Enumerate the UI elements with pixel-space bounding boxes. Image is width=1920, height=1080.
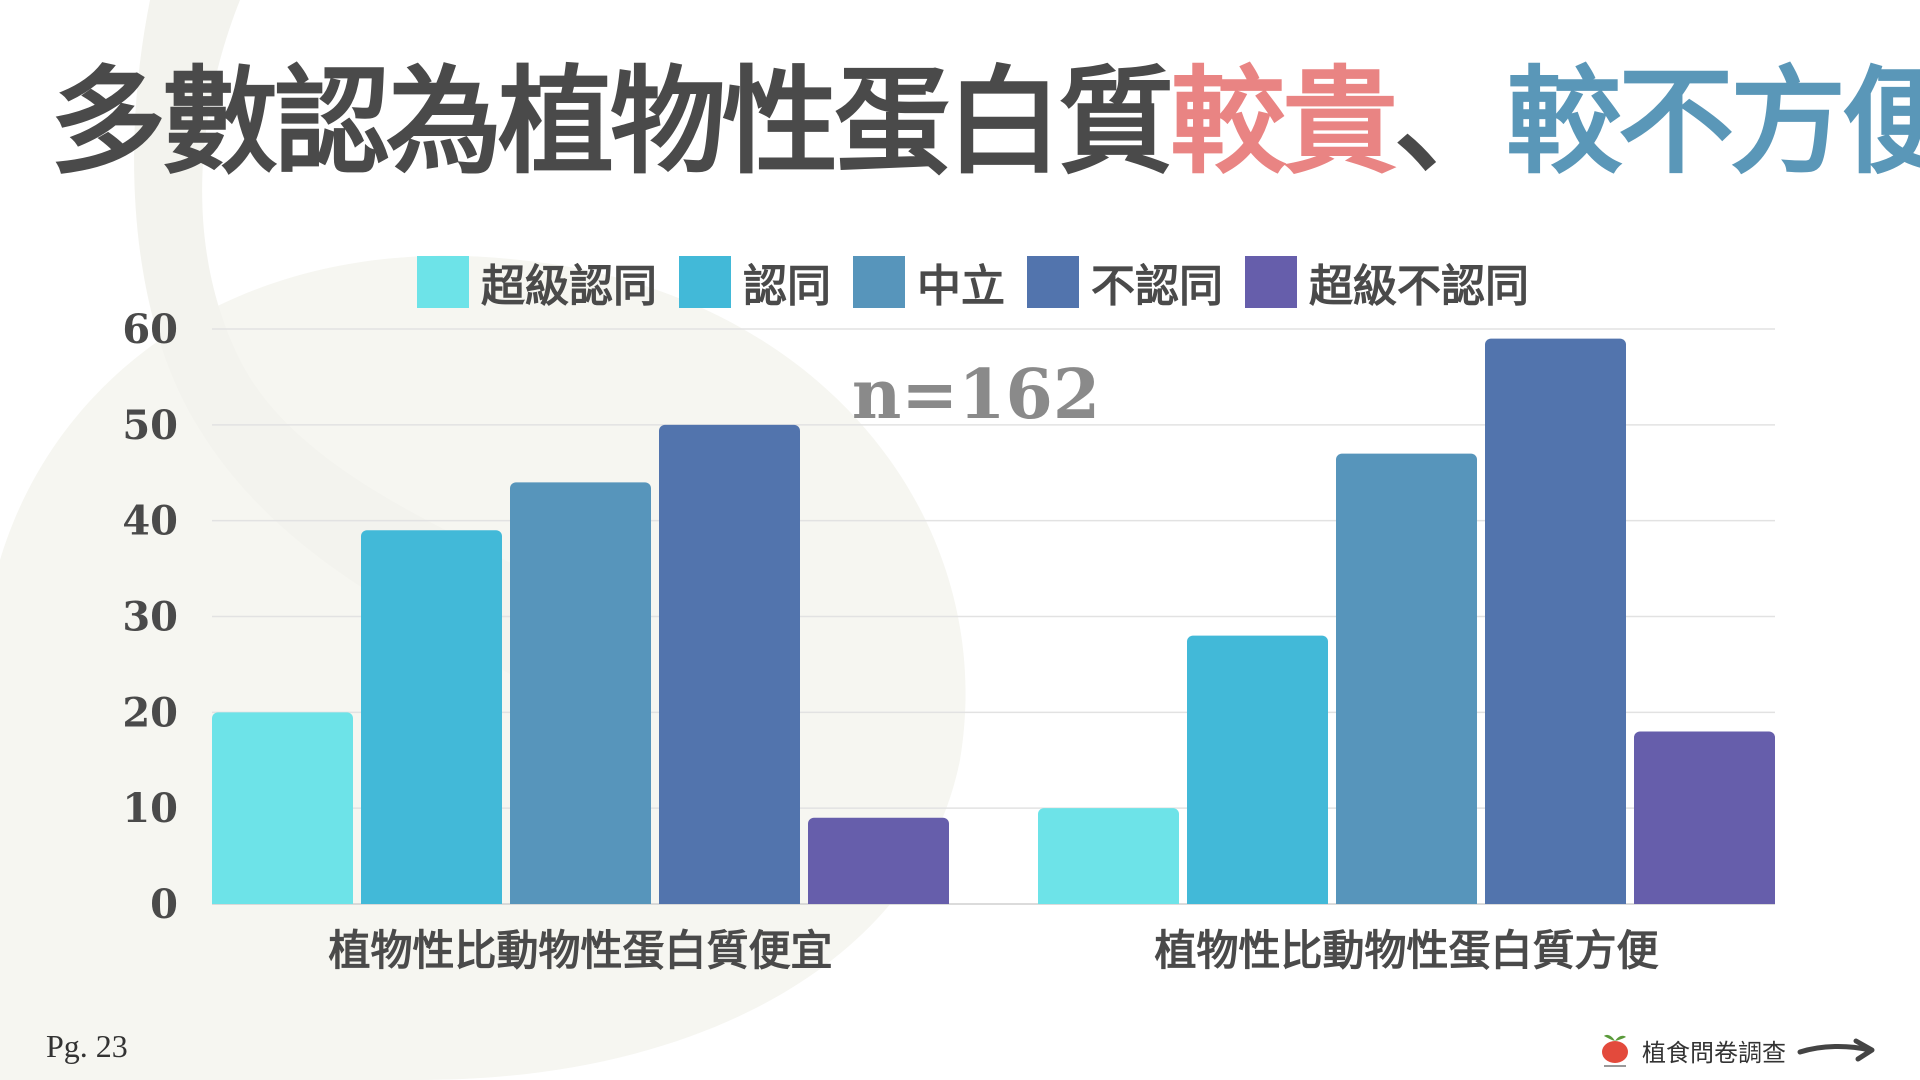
- sample-size-annotation: n=162: [852, 355, 1100, 435]
- bar-base: [212, 896, 353, 904]
- y-tick-label: 30: [122, 594, 178, 641]
- legend-item: 認同: [679, 250, 831, 314]
- bar-base: [1336, 896, 1477, 904]
- bar: [1485, 338, 1626, 904]
- slide-title: 多數認為植物性蛋白質較貴、較不方便: [50, 52, 1920, 192]
- legend-label: 超級認同: [481, 261, 657, 312]
- footer-brand-label: 植食問卷調查: [1642, 1038, 1786, 1067]
- bar: [212, 712, 353, 904]
- legend-label: 認同: [743, 261, 831, 312]
- legend-item: 不認同: [1027, 250, 1223, 314]
- legend-label: 超級不認同: [1309, 261, 1529, 312]
- arrow-right-icon[interactable]: [1796, 1035, 1876, 1065]
- bar: [1187, 635, 1328, 904]
- legend-swatch: [1245, 256, 1297, 308]
- bar: [808, 817, 949, 904]
- legend-label: 不認同: [1091, 261, 1223, 312]
- title-part-comma: 、: [1394, 54, 1510, 190]
- bar-base: [1038, 896, 1179, 904]
- x-category-label: 植物性比動物性蛋白質便宜: [328, 926, 832, 975]
- bar: [1634, 731, 1775, 904]
- footer-brand: 植食問卷調查: [1598, 1030, 1876, 1070]
- y-tick-label: 40: [122, 498, 178, 545]
- legend-swatch: [417, 256, 469, 308]
- bar: [510, 482, 651, 904]
- legend-swatch: [853, 256, 905, 308]
- bar-base: [659, 896, 800, 904]
- legend-swatch: [679, 256, 731, 308]
- legend-label: 中立: [917, 261, 1005, 312]
- bar-base: [1485, 896, 1626, 904]
- y-tick-label: 10: [122, 785, 178, 832]
- bar: [361, 530, 502, 904]
- page-number: Pg. 23: [46, 1028, 128, 1064]
- tomato-logo-icon: [1602, 1034, 1628, 1067]
- legend-item: 中立: [853, 250, 1005, 314]
- y-tick-label: 20: [122, 689, 178, 736]
- bar: [659, 424, 800, 904]
- bar-base: [510, 896, 651, 904]
- bar-base: [361, 896, 502, 904]
- bar-base: [808, 896, 949, 904]
- title-part-inconvenient: 較不方便: [1506, 54, 1920, 190]
- legend-item: 超級不認同: [1245, 250, 1529, 314]
- legend-item: 超級認同: [417, 250, 657, 314]
- bar-base: [1187, 896, 1328, 904]
- x-category-label: 植物性比動物性蛋白質方便: [1154, 926, 1659, 975]
- y-tick-label: 0: [150, 881, 178, 928]
- y-tick-label: 50: [122, 402, 178, 449]
- bar-base: [1634, 896, 1775, 904]
- bar: [1336, 453, 1477, 904]
- legend-swatch: [1027, 256, 1079, 308]
- title-part-main: 多數認為植物性蛋白質: [50, 54, 1174, 190]
- y-tick-label: 60: [122, 306, 178, 353]
- chart-legend: 超級認同 認同 中立 不認同 超級不認同: [417, 255, 1529, 312]
- title-part-expensive: 較貴: [1170, 54, 1398, 190]
- bar: [1038, 808, 1179, 904]
